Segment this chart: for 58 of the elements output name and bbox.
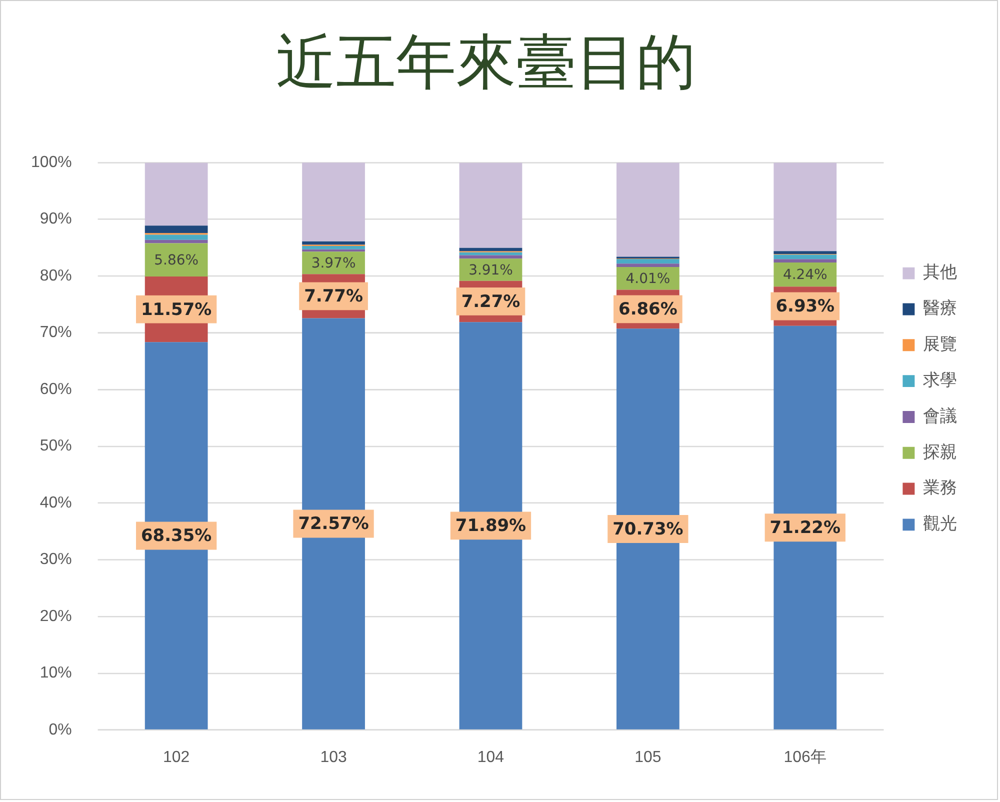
y-tick-label: 100% xyxy=(30,154,72,171)
legend-label: 醫療 xyxy=(923,298,958,318)
data-label: 3.97% xyxy=(311,256,356,272)
bar xyxy=(616,264,680,267)
legend-label: 業務 xyxy=(923,477,958,498)
legend-label: 探親 xyxy=(923,441,958,462)
bar xyxy=(774,259,837,263)
bar xyxy=(302,241,365,245)
legend-label: 展覽 xyxy=(923,334,958,354)
bar xyxy=(774,162,837,252)
bar xyxy=(302,246,365,250)
bar xyxy=(144,226,208,234)
y-tick-label: 30% xyxy=(40,551,72,568)
data-label: 4.24% xyxy=(782,267,828,284)
y-tick-label: 70% xyxy=(40,324,72,342)
data-label: 5.86% xyxy=(154,252,198,269)
bar xyxy=(459,255,522,259)
y-tick-label: 40% xyxy=(40,494,72,512)
data-label: 71.89% xyxy=(455,515,526,536)
bar xyxy=(774,254,837,260)
x-tick-label: 104 xyxy=(477,748,504,766)
bar xyxy=(144,243,208,277)
x-tick-label: 102 xyxy=(163,748,190,766)
y-tick-label: 80% xyxy=(40,267,72,284)
x-tick-label: 103 xyxy=(320,748,347,766)
data-label: 71.22% xyxy=(770,517,840,538)
y-tick-label: 50% xyxy=(40,438,72,455)
chart-title: 近五年來臺目的 xyxy=(276,27,696,98)
bar xyxy=(144,162,208,226)
data-label: 4.01% xyxy=(626,271,670,287)
bar xyxy=(774,251,837,254)
legend-label: 其他 xyxy=(923,262,958,282)
bar xyxy=(459,162,522,248)
bar xyxy=(459,248,522,252)
data-label: 7.27% xyxy=(461,290,520,311)
bar xyxy=(616,162,680,257)
legend-label: 會議 xyxy=(923,405,958,426)
bar xyxy=(144,240,208,244)
legend-label: 觀光 xyxy=(923,513,958,534)
x-tick-label: 105 xyxy=(634,748,662,766)
data-label: 7.77% xyxy=(304,286,363,306)
y-tick-label: 0% xyxy=(48,721,72,738)
data-label: 6.93% xyxy=(776,296,835,316)
y-tick-label: 10% xyxy=(40,664,72,682)
data-label: 11.57% xyxy=(141,298,212,319)
data-label: 3.91% xyxy=(468,262,513,278)
legend-label: 求學 xyxy=(923,369,958,390)
x-tick-label: 106年 xyxy=(784,748,826,766)
data-label: 68.35% xyxy=(141,525,212,546)
y-tick-label: 90% xyxy=(40,210,72,228)
bar xyxy=(302,162,365,242)
data-label: 72.57% xyxy=(298,513,369,534)
data-label: 6.86% xyxy=(618,298,678,319)
bar xyxy=(144,234,208,240)
bar xyxy=(616,259,680,264)
y-tick-label: 60% xyxy=(40,380,72,398)
data-label: 70.73% xyxy=(612,518,684,538)
y-tick-label: 20% xyxy=(40,608,72,625)
